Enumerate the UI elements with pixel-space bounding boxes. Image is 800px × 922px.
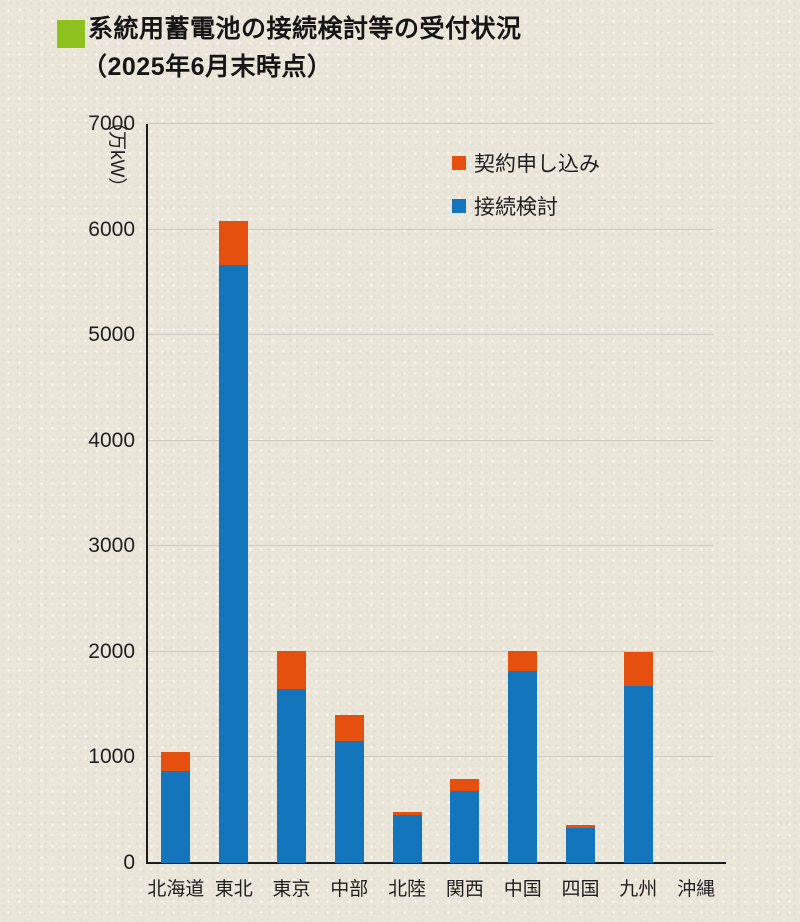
bar-segment-contract-application — [508, 650, 538, 671]
gridline — [147, 228, 714, 230]
y-axis-tick-label: 1000 — [88, 745, 135, 769]
bar-segment-connection-study — [392, 815, 422, 863]
gridline — [147, 334, 714, 336]
bar-segment-contract-application — [161, 752, 191, 772]
legend-swatch-icon — [452, 156, 466, 170]
bar-stack-5 — [392, 812, 422, 863]
x-axis-label: 北海道 — [147, 879, 205, 900]
gridline — [147, 756, 714, 758]
bar-stack-4 — [334, 715, 364, 863]
gridline — [147, 123, 714, 124]
bar-segment-contract-application — [334, 715, 364, 741]
y-axis-tick-label: 3000 — [88, 534, 135, 558]
legend-item: 接続検討 — [452, 191, 600, 221]
legend-label: 契約申し込み — [474, 153, 600, 176]
y-axis-tick-label: 2000 — [88, 639, 135, 663]
y-axis-tick-label: 4000 — [88, 428, 135, 452]
bar-segment-connection-study — [508, 670, 538, 863]
chart-title-line2: （2025年6月末時点） — [82, 53, 333, 81]
bar-stack-8 — [566, 824, 595, 863]
gridline — [147, 439, 714, 441]
y-axis-line — [146, 124, 148, 864]
bar-segment-contract-application — [277, 650, 306, 689]
bar-stack-2 — [219, 221, 249, 863]
bar-segment-connection-study — [277, 688, 306, 863]
bar-stack-9 — [623, 651, 653, 863]
bar-segment-contract-application — [392, 812, 422, 816]
y-axis-tick-label: 0 — [123, 851, 135, 874]
legend: 契約申し込み 接続検討 — [452, 148, 600, 234]
x-axis-label: 中部 — [330, 879, 369, 900]
x-axis-label: 東北 — [214, 879, 253, 900]
bar-segment-contract-application — [450, 778, 480, 792]
x-axis-line — [146, 862, 726, 864]
title-bullet-square — [57, 20, 85, 48]
bar-stack-7 — [508, 650, 538, 863]
gridline — [147, 650, 714, 652]
bar-stack-3 — [277, 650, 306, 863]
legend-label: 接続検討 — [474, 196, 558, 219]
y-axis-tick-label: 5000 — [88, 323, 135, 347]
bar-stack-6 — [450, 778, 480, 863]
bar-segment-contract-application — [623, 651, 653, 686]
bar-segment-connection-study — [566, 828, 595, 863]
x-axis-label: 関西 — [445, 879, 484, 900]
legend-swatch-icon — [452, 199, 466, 213]
x-axis-label: 九州 — [619, 879, 658, 900]
bar-segment-connection-study — [161, 771, 191, 863]
bar-segment-connection-study — [623, 685, 653, 863]
bar-segment-contract-application — [566, 824, 595, 829]
bar-segment-connection-study — [450, 791, 480, 863]
bar-segment-connection-study — [219, 265, 249, 863]
gridline — [147, 545, 714, 547]
x-axis-label: 四国 — [561, 879, 600, 900]
legend-item: 契約申し込み — [452, 148, 600, 178]
bar-segment-contract-application — [219, 221, 249, 266]
x-axis-label: 東京 — [272, 879, 311, 900]
x-axis-label: 北陸 — [388, 879, 427, 900]
chart-title: 系統用蓄電池の接続検討等の受付状況 （2025年6月末時点） — [82, 10, 522, 86]
x-axis-label: 沖縄 — [677, 879, 716, 900]
bar-stack-1 — [161, 752, 191, 863]
y-axis-tick-label: 6000 — [88, 217, 135, 241]
y-axis-tick-label: 7000 — [88, 112, 135, 135]
plot-area — [147, 123, 725, 863]
x-axis-label: 中国 — [503, 879, 542, 900]
bar-segment-connection-study — [334, 740, 364, 863]
chart-title-line1: 系統用蓄電池の接続検討等の受付状況 — [88, 15, 522, 43]
